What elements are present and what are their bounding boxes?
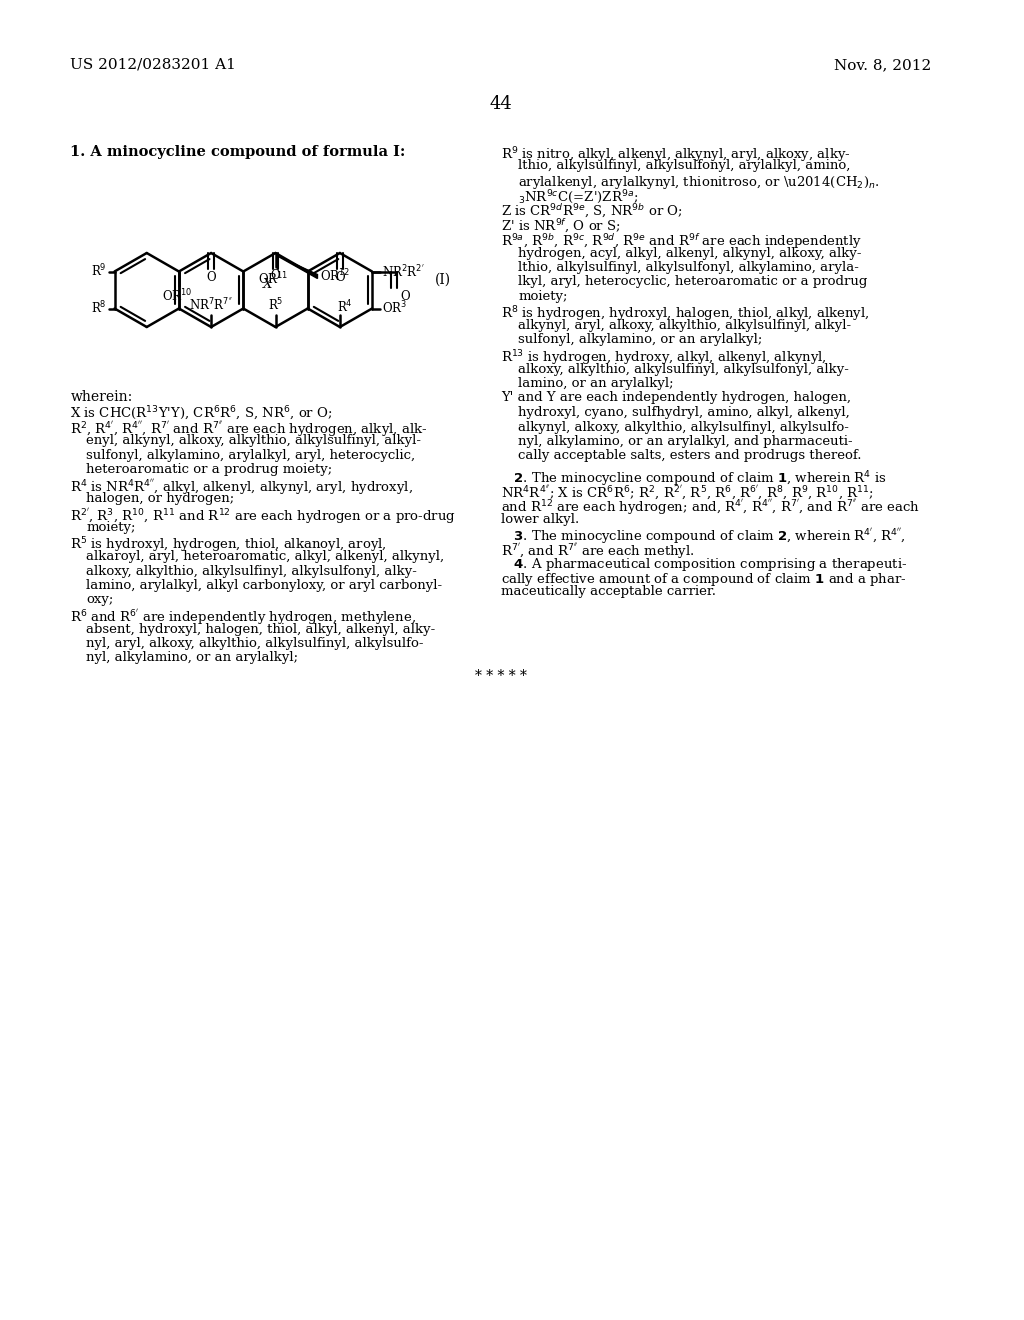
Text: moiety;: moiety;	[518, 290, 568, 304]
Text: NR$^7$R$^{7^{\prime\prime}}$: NR$^7$R$^{7^{\prime\prime}}$	[189, 297, 233, 313]
Text: Y' and Y are each independently hydrogen, halogen,: Y' and Y are each independently hydrogen…	[501, 392, 851, 404]
Text: R$^4$: R$^4$	[337, 298, 352, 315]
Text: nyl, aryl, alkoxy, alkylthio, alkylsulfinyl, alkylsulfo-: nyl, aryl, alkoxy, alkylthio, alkylsulfi…	[86, 638, 424, 649]
Text: oxy;: oxy;	[86, 594, 114, 606]
Text: Nov. 8, 2012: Nov. 8, 2012	[834, 58, 931, 73]
Text: 1. A minocycline compound of formula I:: 1. A minocycline compound of formula I:	[71, 145, 406, 158]
Text: lower alkyl.: lower alkyl.	[501, 512, 580, 525]
Text: Z' is NR$^{9f}$, O or S;: Z' is NR$^{9f}$, O or S;	[501, 218, 621, 235]
Text: R$^8$ is hydrogen, hydroxyl, halogen, thiol, alkyl, alkenyl,: R$^8$ is hydrogen, hydroxyl, halogen, th…	[501, 305, 869, 325]
Text: lthio, alkylsulfinyl, alkylsulfonyl, arylalkyl, amino,: lthio, alkylsulfinyl, alkylsulfonyl, ary…	[518, 160, 851, 173]
Text: arylalkenyl, arylalkynyl, thionitroso, or \u2014(CH$_2$)$_n$.: arylalkenyl, arylalkynyl, thionitroso, o…	[518, 174, 880, 191]
Text: nyl, alkylamino, or an arylalkyl, and pharmaceuti-: nyl, alkylamino, or an arylalkyl, and ph…	[518, 436, 853, 447]
Text: cally effective amount of a compound of claim $\mathbf{1}$ and a phar-: cally effective amount of a compound of …	[501, 570, 906, 587]
Text: lthio, alkylsulfinyl, alkylsulfonyl, alkylamino, aryla-: lthio, alkylsulfinyl, alkylsulfonyl, alk…	[518, 261, 859, 275]
Text: maceutically acceptable carrier.: maceutically acceptable carrier.	[501, 585, 716, 598]
Text: R$^{13}$ is hydrogen, hydroxy, alkyl, alkenyl, alkynyl,: R$^{13}$ is hydrogen, hydroxy, alkyl, al…	[501, 348, 826, 367]
Text: R$^6$ and R$^{6'}$ are independently hydrogen, methylene,: R$^6$ and R$^{6'}$ are independently hyd…	[71, 609, 417, 627]
Text: X is CHC(R$^{13}$Y'Y), CR$^6$R$^6$, S, NR$^6$, or O;: X is CHC(R$^{13}$Y'Y), CR$^6$R$^6$, S, N…	[71, 405, 333, 424]
Text: $\mathbf{2}$. The minocycline compound of claim $\mathbf{1}$, wherein R$^4$ is: $\mathbf{2}$. The minocycline compound o…	[501, 469, 887, 488]
Text: cally acceptable salts, esters and prodrugs thereof.: cally acceptable salts, esters and prodr…	[518, 450, 862, 462]
Text: X: X	[263, 279, 272, 292]
Text: alkaroyl, aryl, heteroaromatic, alkyl, alkenyl, alkynyl,: alkaroyl, aryl, heteroaromatic, alkyl, a…	[86, 550, 444, 564]
Text: nyl, alkylamino, or an arylalkyl;: nyl, alkylamino, or an arylalkyl;	[86, 652, 298, 664]
Text: R$^2$, R$^{4'}$, R$^{4''}$, R$^{7'}$ and R$^{7''}$ are each hydrogen, alkyl, alk: R$^2$, R$^{4'}$, R$^{4''}$, R$^{7'}$ and…	[71, 420, 428, 438]
Text: and R$^{12}$ are each hydrogen; and, R$^{4'}$, R$^{4''}$, R$^{7'}$, and R$^{7''}: and R$^{12}$ are each hydrogen; and, R$^…	[501, 498, 920, 517]
Text: sulfonyl, alkylamino, arylalkyl, aryl, heterocyclic,: sulfonyl, alkylamino, arylalkyl, aryl, h…	[86, 449, 415, 462]
Text: alkynyl, aryl, alkoxy, alkylthio, alkylsulfinyl, alkyl-: alkynyl, aryl, alkoxy, alkylthio, alkyls…	[518, 319, 852, 333]
Text: * * * * *: * * * * *	[475, 669, 526, 684]
Text: (I): (I)	[435, 273, 452, 286]
Text: R$^5$ is hydroxyl, hydrogen, thiol, alkanoyl, aroyl,: R$^5$ is hydroxyl, hydrogen, thiol, alka…	[71, 536, 387, 556]
Text: $\mathbf{4}$. A pharmaceutical composition comprising a therapeuti-: $\mathbf{4}$. A pharmaceutical compositi…	[501, 556, 907, 573]
Text: R$^8$: R$^8$	[91, 300, 106, 317]
Text: R$^9$: R$^9$	[91, 263, 106, 280]
Text: sulfonyl, alkylamino, or an arylalkyl;: sulfonyl, alkylamino, or an arylalkyl;	[518, 334, 763, 346]
Text: lamino, arylalkyl, alkyl carbonyloxy, or aryl carbonyl-: lamino, arylalkyl, alkyl carbonyloxy, or…	[86, 579, 442, 591]
Polygon shape	[278, 256, 317, 279]
Text: alkoxy, alkylthio, alkylsulfinyl, alkylsulfonyl, alky-: alkoxy, alkylthio, alkylsulfinyl, alkyls…	[518, 363, 849, 375]
Text: OR$^{10}$: OR$^{10}$	[162, 288, 193, 304]
Text: hydroxyl, cyano, sulfhydryl, amino, alkyl, alkenyl,: hydroxyl, cyano, sulfhydryl, amino, alky…	[518, 407, 850, 418]
Text: OR$^3$: OR$^3$	[382, 300, 407, 317]
Text: lamino, or an arylalkyl;: lamino, or an arylalkyl;	[518, 378, 674, 389]
Text: US 2012/0283201 A1: US 2012/0283201 A1	[71, 58, 237, 73]
Text: Z is CR$^{9d}$R$^{9e}$, S, NR$^{9b}$ or O;: Z is CR$^{9d}$R$^{9e}$, S, NR$^{9b}$ or …	[501, 203, 682, 220]
Text: O: O	[270, 269, 281, 282]
Text: R$^5$: R$^5$	[267, 297, 284, 313]
Text: moiety;: moiety;	[86, 521, 135, 535]
Text: hydrogen, acyl, alkyl, alkenyl, alkynyl, alkoxy, alky-: hydrogen, acyl, alkyl, alkenyl, alkynyl,…	[518, 247, 862, 260]
Text: R$^4$ is NR$^4$R$^{4''}$, alkyl, alkenyl, alkynyl, aryl, hydroxyl,: R$^4$ is NR$^4$R$^{4''}$, alkyl, alkenyl…	[71, 478, 414, 496]
Text: R$^{9a}$, R$^{9b}$, R$^{9c}$, R$^{9d}$, R$^{9e}$ and R$^{9f}$ are each independe: R$^{9a}$, R$^{9b}$, R$^{9c}$, R$^{9d}$, …	[501, 232, 861, 251]
Text: 44: 44	[489, 95, 512, 114]
Text: O: O	[206, 271, 216, 284]
Text: wherein:: wherein:	[71, 389, 133, 404]
Text: $\mathbf{3}$. The minocycline compound of claim $\mathbf{2}$, wherein R$^{4'}$, : $\mathbf{3}$. The minocycline compound o…	[501, 527, 905, 546]
Text: NR$^4$R$^{4''}$; X is CR$^6$R$^6$; R$^2$, R$^{2'}$, R$^5$, R$^6$, R$^{6'}$, R$^8: NR$^4$R$^{4''}$; X is CR$^6$R$^6$; R$^2$…	[501, 483, 873, 502]
Text: NR$^2$R$^{2^{\prime}}$: NR$^2$R$^{2^{\prime}}$	[382, 264, 425, 280]
Text: enyl, alkynyl, alkoxy, alkylthio, alkylsulfinyl, alkyl-: enyl, alkynyl, alkoxy, alkylthio, alkyls…	[86, 434, 421, 447]
Text: R$^{2'}$, R$^3$, R$^{10}$, R$^{11}$ and R$^{12}$ are each hydrogen or a pro-drug: R$^{2'}$, R$^3$, R$^{10}$, R$^{11}$ and …	[71, 507, 457, 525]
Text: O: O	[335, 271, 345, 284]
Text: alkoxy, alkylthio, alkylsulfinyl, alkylsulfonyl, alky-: alkoxy, alkylthio, alkylsulfinyl, alkyls…	[86, 565, 417, 578]
Text: OR$^{12}$: OR$^{12}$	[321, 268, 350, 285]
Text: OR$^{11}$: OR$^{11}$	[258, 271, 289, 288]
Text: halogen, or hydrogen;: halogen, or hydrogen;	[86, 492, 234, 506]
Text: alkynyl, alkoxy, alkylthio, alkylsulfinyl, alkylsulfo-: alkynyl, alkoxy, alkylthio, alkylsulfiny…	[518, 421, 849, 433]
Text: R$^9$ is nitro, alkyl, alkenyl, alkynyl, aryl, alkoxy, alky-: R$^9$ is nitro, alkyl, alkenyl, alkynyl,…	[501, 145, 850, 165]
Text: $_3$NR$^{9c}$C(=Z')ZR$^{9a}$;: $_3$NR$^{9c}$C(=Z')ZR$^{9a}$;	[518, 189, 639, 206]
Text: heteroaromatic or a prodrug moiety;: heteroaromatic or a prodrug moiety;	[86, 463, 333, 477]
Text: O: O	[400, 289, 411, 302]
Text: absent, hydroxyl, halogen, thiol, alkyl, alkenyl, alky-: absent, hydroxyl, halogen, thiol, alkyl,…	[86, 623, 435, 635]
Text: R$^{7'}$, and R$^{7''}$ are each methyl.: R$^{7'}$, and R$^{7''}$ are each methyl.	[501, 541, 694, 561]
Text: lkyl, aryl, heterocyclic, heteroaromatic or a prodrug: lkyl, aryl, heterocyclic, heteroaromatic…	[518, 276, 867, 289]
